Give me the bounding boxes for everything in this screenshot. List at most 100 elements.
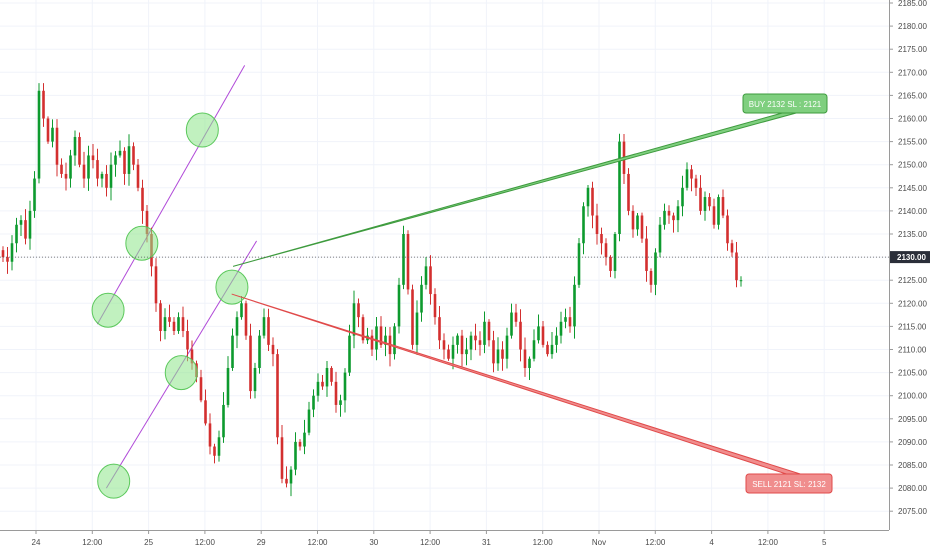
candle-down (249, 335, 252, 392)
y-axis-ticks: 2075.00 2080.00 2085.00 2090.00 2095.00 2100.… (889, 0, 927, 516)
candle-up (69, 155, 72, 179)
candle-down (379, 326, 383, 345)
candle-up (10, 243, 14, 262)
candle-down (649, 270, 653, 285)
candle-down (568, 317, 572, 327)
candle-up (217, 437, 221, 456)
candle-down (172, 321, 176, 332)
candle-down (334, 381, 338, 405)
x-tick-label: Nov (592, 538, 606, 547)
candle-down (501, 349, 504, 359)
x-tick-label: 5 (822, 538, 827, 547)
candle-down (487, 321, 491, 341)
y-tick-label: 2155.00 (898, 138, 927, 147)
candle-up (739, 280, 743, 282)
candle-up (685, 169, 689, 188)
highlight-ellipse (215, 269, 249, 305)
candle-up (51, 127, 54, 142)
candle-down (591, 187, 594, 216)
y-tick-label: 2145.00 (898, 184, 927, 193)
candle-up (37, 90, 41, 179)
candle-down (478, 340, 482, 345)
candle-up (352, 303, 356, 336)
trade-callouts: BUY 2132 SL : 2121 SELL 2121 SL: 2132 (231, 93, 833, 494)
candle-up (573, 284, 576, 327)
y-tick-label: 2085.00 (898, 461, 927, 470)
candle-up (339, 400, 342, 405)
candle-up (15, 224, 18, 244)
candle-up (469, 335, 473, 350)
candle-down (190, 349, 194, 364)
candle-up (658, 224, 662, 253)
candle-up (28, 210, 32, 239)
y-tick-label: 2165.00 (898, 91, 927, 100)
candle-up (253, 367, 257, 392)
candle-down (145, 210, 149, 234)
candle-up (510, 312, 513, 336)
y-tick-label: 2075.00 (898, 507, 927, 516)
x-tick-label: 30 (369, 538, 378, 547)
candle-down (361, 317, 365, 341)
candle-down (438, 317, 441, 341)
highlight-ellipse (91, 292, 125, 328)
candle-up (226, 367, 230, 405)
candle-down (442, 340, 446, 350)
candle-down (406, 234, 410, 290)
candle-up (555, 335, 558, 345)
candlesticks (1, 83, 743, 497)
candle-down (267, 317, 270, 345)
candle-up (717, 197, 720, 225)
y-tick-label: 2090.00 (898, 438, 927, 447)
x-tick-label: 25 (144, 538, 153, 547)
candle-up (703, 197, 707, 211)
candle-down (631, 210, 635, 230)
y-tick-label: 2095.00 (898, 415, 927, 424)
candle-down (645, 238, 648, 271)
candle-down (105, 173, 108, 188)
candle-up (262, 317, 266, 336)
candle-down (460, 335, 464, 355)
candle-up (87, 155, 90, 179)
y-tick-label: 2115.00 (898, 322, 927, 331)
candle-down (708, 197, 711, 207)
candle-down (42, 90, 45, 119)
candle-down (546, 344, 549, 355)
candle-up (303, 432, 306, 447)
highlight-ellipse (97, 463, 131, 499)
candle-down (24, 220, 27, 239)
y-tick-label: 2140.00 (898, 207, 927, 216)
x-tick-label: 12:00 (645, 538, 666, 547)
y-tick-label: 2175.00 (898, 45, 927, 54)
candle-up (483, 321, 486, 345)
candle-down (492, 340, 495, 364)
candle-down (712, 206, 716, 225)
x-tick-label: 12:00 (307, 538, 328, 547)
candle-up (559, 321, 563, 336)
candle-down (181, 317, 185, 332)
x-tick-label: 29 (257, 538, 266, 547)
x-tick-label: 12:00 (533, 538, 554, 547)
candle-down (136, 164, 140, 188)
candle-down (357, 303, 360, 318)
candle-down (694, 178, 698, 188)
x-tick-label: 12:00 (82, 538, 103, 547)
highlight-ellipse (125, 225, 159, 261)
candle-down (204, 400, 207, 424)
candle-up (19, 220, 23, 225)
candle-down (64, 173, 68, 179)
candle-down (595, 215, 599, 234)
candle-up (222, 404, 225, 438)
candle-up (550, 344, 554, 355)
candle-down (46, 118, 50, 142)
candle-up (109, 164, 113, 188)
candle-up (231, 335, 234, 368)
candle-down (244, 303, 248, 336)
candle-up (127, 146, 131, 174)
candle-down (330, 367, 333, 382)
candle-down (609, 257, 612, 271)
candle-down (604, 243, 608, 258)
candle-down (600, 234, 603, 244)
candle-up (325, 367, 329, 387)
candle-up (424, 266, 428, 285)
